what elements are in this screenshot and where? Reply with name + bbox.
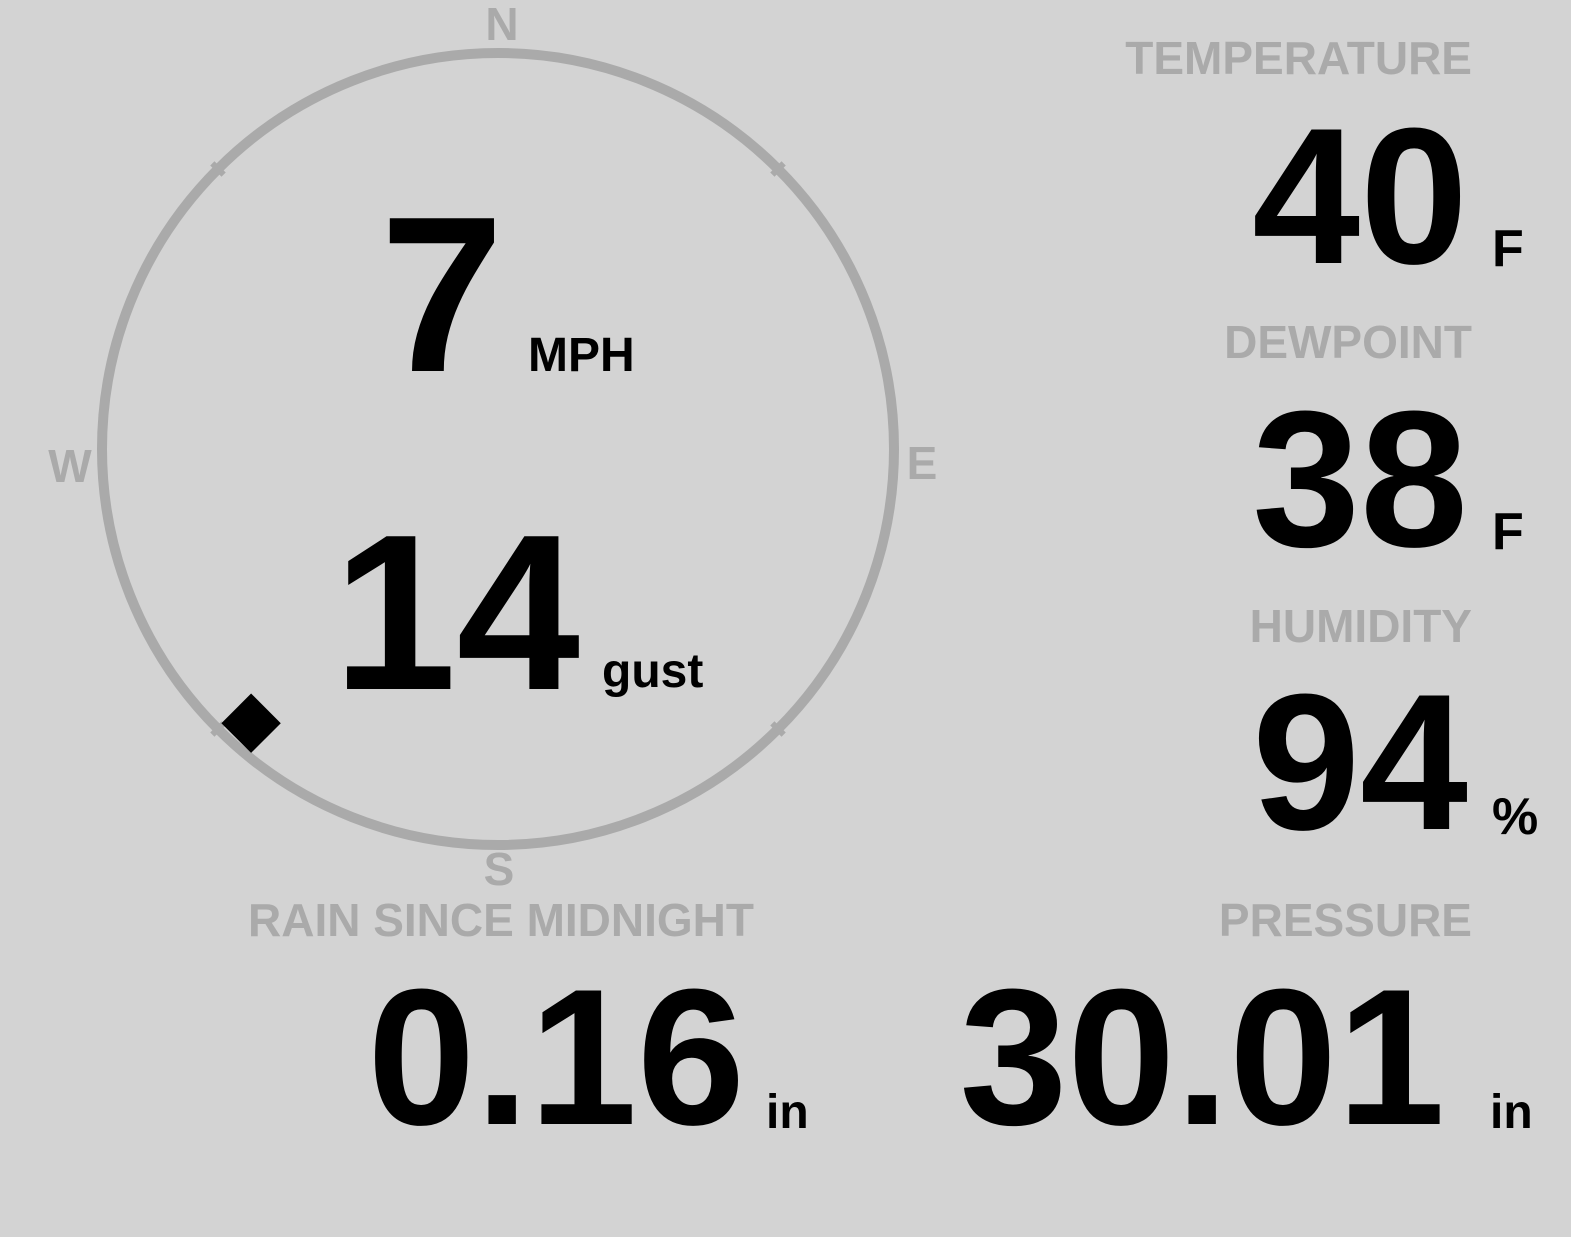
wind-gust-value: 14	[333, 489, 580, 737]
temperature-value: 40	[1252, 88, 1468, 305]
rain-value: 0.16	[367, 949, 745, 1166]
humidity-unit: %	[1492, 788, 1539, 846]
humidity-label: HUMIDITY	[1249, 600, 1472, 652]
wind-gust-unit: gust	[602, 645, 704, 698]
temperature-unit: F	[1492, 220, 1524, 278]
rain-unit: in	[766, 1086, 809, 1139]
dewpoint-unit: F	[1492, 503, 1524, 561]
compass-west: W	[48, 440, 92, 492]
wind-speed-value: 7	[380, 171, 504, 419]
compass-north: N	[485, 0, 519, 50]
humidity-value: 94	[1252, 654, 1468, 871]
compass-tick	[770, 721, 786, 737]
pressure-value: 30.01	[959, 949, 1445, 1166]
pressure-unit: in	[1490, 1086, 1533, 1139]
compass-tick	[210, 161, 226, 177]
dewpoint-label: DEWPOINT	[1224, 316, 1472, 368]
compass-tick	[770, 161, 786, 177]
compass-tick	[210, 721, 226, 737]
rain-label: RAIN SINCE MIDNIGHT	[248, 894, 754, 946]
wind-speed-unit: MPH	[528, 329, 635, 382]
compass-south: S	[483, 843, 515, 895]
dewpoint-value: 38	[1252, 371, 1468, 588]
pressure-label: PRESSURE	[1218, 894, 1472, 946]
compass-east: E	[906, 437, 938, 489]
temperature-label: TEMPERATURE	[1125, 32, 1472, 84]
compass-ring	[97, 48, 899, 850]
